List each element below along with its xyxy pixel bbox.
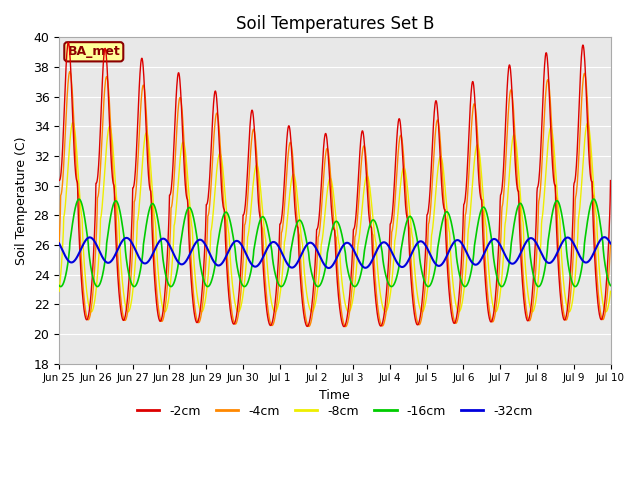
-32cm bbox=[239, 245, 247, 251]
Title: Soil Temperatures Set B: Soil Temperatures Set B bbox=[236, 15, 434, 33]
-8cm bbox=[240, 286, 248, 291]
-2cm bbox=[179, 119, 186, 125]
-32cm bbox=[541, 257, 549, 263]
-8cm bbox=[179, 141, 186, 147]
-2cm bbox=[421, 257, 429, 263]
-32cm bbox=[164, 240, 172, 246]
-4cm bbox=[493, 295, 501, 301]
-4cm bbox=[55, 240, 63, 246]
Line: -2cm: -2cm bbox=[59, 43, 611, 326]
-16cm bbox=[590, 196, 598, 202]
-16cm bbox=[55, 283, 63, 288]
Line: -8cm: -8cm bbox=[59, 122, 611, 312]
Text: BA_met: BA_met bbox=[67, 45, 120, 58]
-8cm bbox=[69, 120, 77, 125]
-4cm bbox=[165, 262, 173, 267]
X-axis label: Time: Time bbox=[319, 389, 350, 402]
-16cm bbox=[421, 279, 429, 285]
-8cm bbox=[421, 304, 429, 310]
-32cm bbox=[178, 262, 186, 267]
-4cm bbox=[421, 285, 429, 291]
-2cm bbox=[607, 178, 614, 183]
-2cm bbox=[65, 40, 72, 46]
-4cm bbox=[607, 240, 614, 246]
-4cm bbox=[66, 69, 74, 74]
-4cm bbox=[342, 324, 349, 329]
-8cm bbox=[55, 288, 63, 294]
-16cm bbox=[179, 230, 186, 236]
-2cm bbox=[542, 51, 550, 57]
-16cm bbox=[57, 284, 65, 289]
-16cm bbox=[493, 273, 500, 279]
-2cm bbox=[240, 211, 248, 217]
Line: -4cm: -4cm bbox=[59, 72, 611, 326]
-2cm bbox=[165, 220, 173, 226]
-16cm bbox=[607, 283, 614, 288]
-32cm bbox=[421, 241, 429, 247]
-32cm bbox=[607, 240, 614, 246]
-2cm bbox=[493, 272, 501, 277]
-4cm bbox=[240, 243, 248, 249]
-32cm bbox=[600, 234, 608, 240]
Line: -32cm: -32cm bbox=[59, 237, 611, 268]
-32cm bbox=[55, 240, 63, 246]
-2cm bbox=[55, 178, 63, 183]
-16cm bbox=[240, 284, 248, 289]
-8cm bbox=[165, 295, 173, 301]
-8cm bbox=[607, 288, 614, 294]
Y-axis label: Soil Temperature (C): Soil Temperature (C) bbox=[15, 136, 28, 265]
-8cm bbox=[541, 177, 549, 182]
Line: -16cm: -16cm bbox=[59, 199, 611, 287]
-4cm bbox=[179, 108, 186, 114]
-8cm bbox=[602, 309, 610, 315]
-2cm bbox=[340, 324, 348, 329]
-32cm bbox=[325, 265, 333, 271]
Legend: -2cm, -4cm, -8cm, -16cm, -32cm: -2cm, -4cm, -8cm, -16cm, -32cm bbox=[132, 400, 538, 423]
-32cm bbox=[493, 237, 500, 243]
-16cm bbox=[541, 263, 549, 269]
-8cm bbox=[493, 308, 500, 313]
-16cm bbox=[165, 282, 173, 288]
-4cm bbox=[542, 90, 550, 96]
